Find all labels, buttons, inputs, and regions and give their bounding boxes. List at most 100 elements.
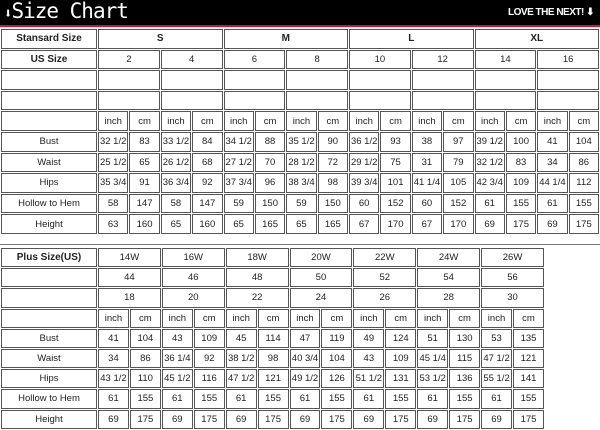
table-cell: 26 (353, 288, 417, 308)
value-cell: 26 1/2 (160, 152, 192, 173)
tagline: LOVE THE NEXT! ⬇ (508, 7, 594, 18)
value-cell: 175 (385, 409, 417, 429)
plus-size: 22W (353, 248, 417, 268)
value-cell: 109 (193, 328, 225, 348)
value-cell: 67 (349, 214, 380, 234)
value-cell: 35 3/4 (98, 173, 129, 193)
table-cell: 28 (417, 288, 481, 308)
value-cell: 105 (443, 173, 474, 193)
value-cell: 32 1/2 (474, 152, 505, 173)
row-label: Hips (1, 173, 97, 193)
value-cell: 69 (417, 409, 449, 429)
value-cell: 45 (225, 328, 257, 348)
value-cell: 69 (353, 409, 385, 429)
table-cell: 44 (98, 268, 161, 288)
value-cell: 155 (385, 389, 417, 409)
table-cell: 54 (417, 268, 481, 288)
measurement-row: Bust 41 104 43 109 45 114 47 119 49 124 51 130 53 135 (1, 328, 544, 348)
value-cell: 79 (443, 152, 474, 173)
value-cell: 47 1/2 (481, 348, 512, 369)
us-size: 16 (537, 49, 599, 70)
value-cell: 40 3/4 (289, 348, 321, 369)
value-cell: 41 1/4 (411, 173, 443, 193)
value-cell: 27 1/2 (223, 152, 254, 173)
value-cell: 53 (481, 328, 512, 348)
us-size: 10 (349, 49, 411, 70)
row-label (1, 111, 97, 131)
value-cell: 38 1/2 (225, 348, 257, 369)
value-cell: 69 (289, 409, 321, 429)
row-label: Waist (1, 348, 97, 369)
value-cell: 155 (512, 389, 544, 409)
table-cell: 52 (353, 268, 417, 288)
value-cell: 175 (257, 409, 289, 429)
unit-cm: cm (193, 308, 225, 328)
value-cell: 115 (449, 348, 481, 369)
value-cell: 61 (161, 389, 193, 409)
value-cell: 37 3/4 (223, 173, 254, 193)
value-cell: 175 (193, 409, 225, 429)
table-cell (223, 70, 286, 90)
size-row: 44 46 48 50 52 54 56 (1, 268, 544, 288)
value-cell: 29 1/2 (349, 152, 380, 173)
value-cell: 38 3/4 (286, 173, 317, 193)
value-cell: 61 (417, 389, 449, 409)
table-cell: 20 (161, 288, 225, 308)
value-cell: 126 (321, 369, 353, 389)
row-label (1, 70, 97, 90)
row-label: Height (1, 409, 97, 429)
table-cell (98, 70, 160, 90)
table-cell (349, 90, 411, 111)
table-cell (474, 70, 537, 90)
value-cell: 51 (417, 328, 449, 348)
table-cell (349, 70, 411, 90)
measurement-row: Waist 25 1/2 65 26 1/2 68 27 1/2 70 28 1/2 72 29 … (1, 152, 599, 173)
value-cell: 43 1/2 (98, 369, 129, 389)
value-cell: 116 (193, 369, 225, 389)
measurement-row: Height 63 160 65 160 65 165 65 165 67 170 67 170 69 17… (1, 214, 599, 234)
table-cell (160, 70, 223, 90)
unit-inch: inch (349, 111, 380, 131)
unit-row: inch cm inch cm inch cm inch cm inch cm inch cm inch… (1, 111, 599, 131)
value-cell: 58 (98, 193, 129, 214)
unit-cm: cm (512, 308, 544, 328)
value-cell: 53 1/2 (417, 369, 449, 389)
value-cell: 109 (385, 348, 417, 369)
row-label: Bust (1, 328, 97, 348)
value-cell: 155 (505, 193, 537, 214)
value-cell: 45 1/4 (417, 348, 449, 369)
table-cell: 50 (289, 268, 353, 288)
value-cell: 155 (193, 389, 225, 409)
value-cell: 32 1/2 (98, 131, 129, 152)
value-cell: 104 (568, 131, 599, 152)
value-cell: 49 (353, 328, 385, 348)
size-row: 18 20 22 24 26 28 30 (1, 288, 544, 308)
row-label: Hollow to Hem (1, 389, 97, 409)
value-cell: 93 (380, 131, 411, 152)
value-cell: 86 (129, 348, 161, 369)
value-cell: 84 (192, 131, 223, 152)
value-cell: 59 (286, 193, 317, 214)
page-title: ⬇Size Chart (4, 0, 129, 23)
blank-row (1, 90, 599, 111)
plus-size: 24W (417, 248, 481, 268)
unit-inch: inch (411, 111, 443, 131)
table-cell: 48 (225, 268, 289, 288)
us-size: 4 (160, 49, 223, 70)
measurement-row: Hips 43 1/2 110 45 1/2 116 47 1/2 121 49 1/2 126… (1, 369, 544, 389)
unit-cm: cm (449, 308, 481, 328)
value-cell: 86 (568, 152, 599, 173)
plus-size: 20W (289, 248, 353, 268)
value-cell: 49 1/2 (289, 369, 321, 389)
table-cell: 56 (481, 268, 544, 288)
measurement-row: Waist 34 86 36 1/4 92 38 1/2 98 40 3/4 104 43 109 4… (1, 348, 544, 369)
us-size: 8 (286, 49, 348, 70)
unit-inch: inch (353, 308, 385, 328)
row-label: Bust (1, 131, 97, 152)
value-cell: 33 1/2 (160, 131, 192, 152)
unit-row: inch cm inch cm inch cm inch cm inch cm inch cm inch… (1, 308, 544, 328)
unit-inch: inch (98, 308, 129, 328)
value-cell: 121 (257, 369, 289, 389)
unit-inch: inch (417, 308, 449, 328)
value-cell: 69 (481, 409, 512, 429)
